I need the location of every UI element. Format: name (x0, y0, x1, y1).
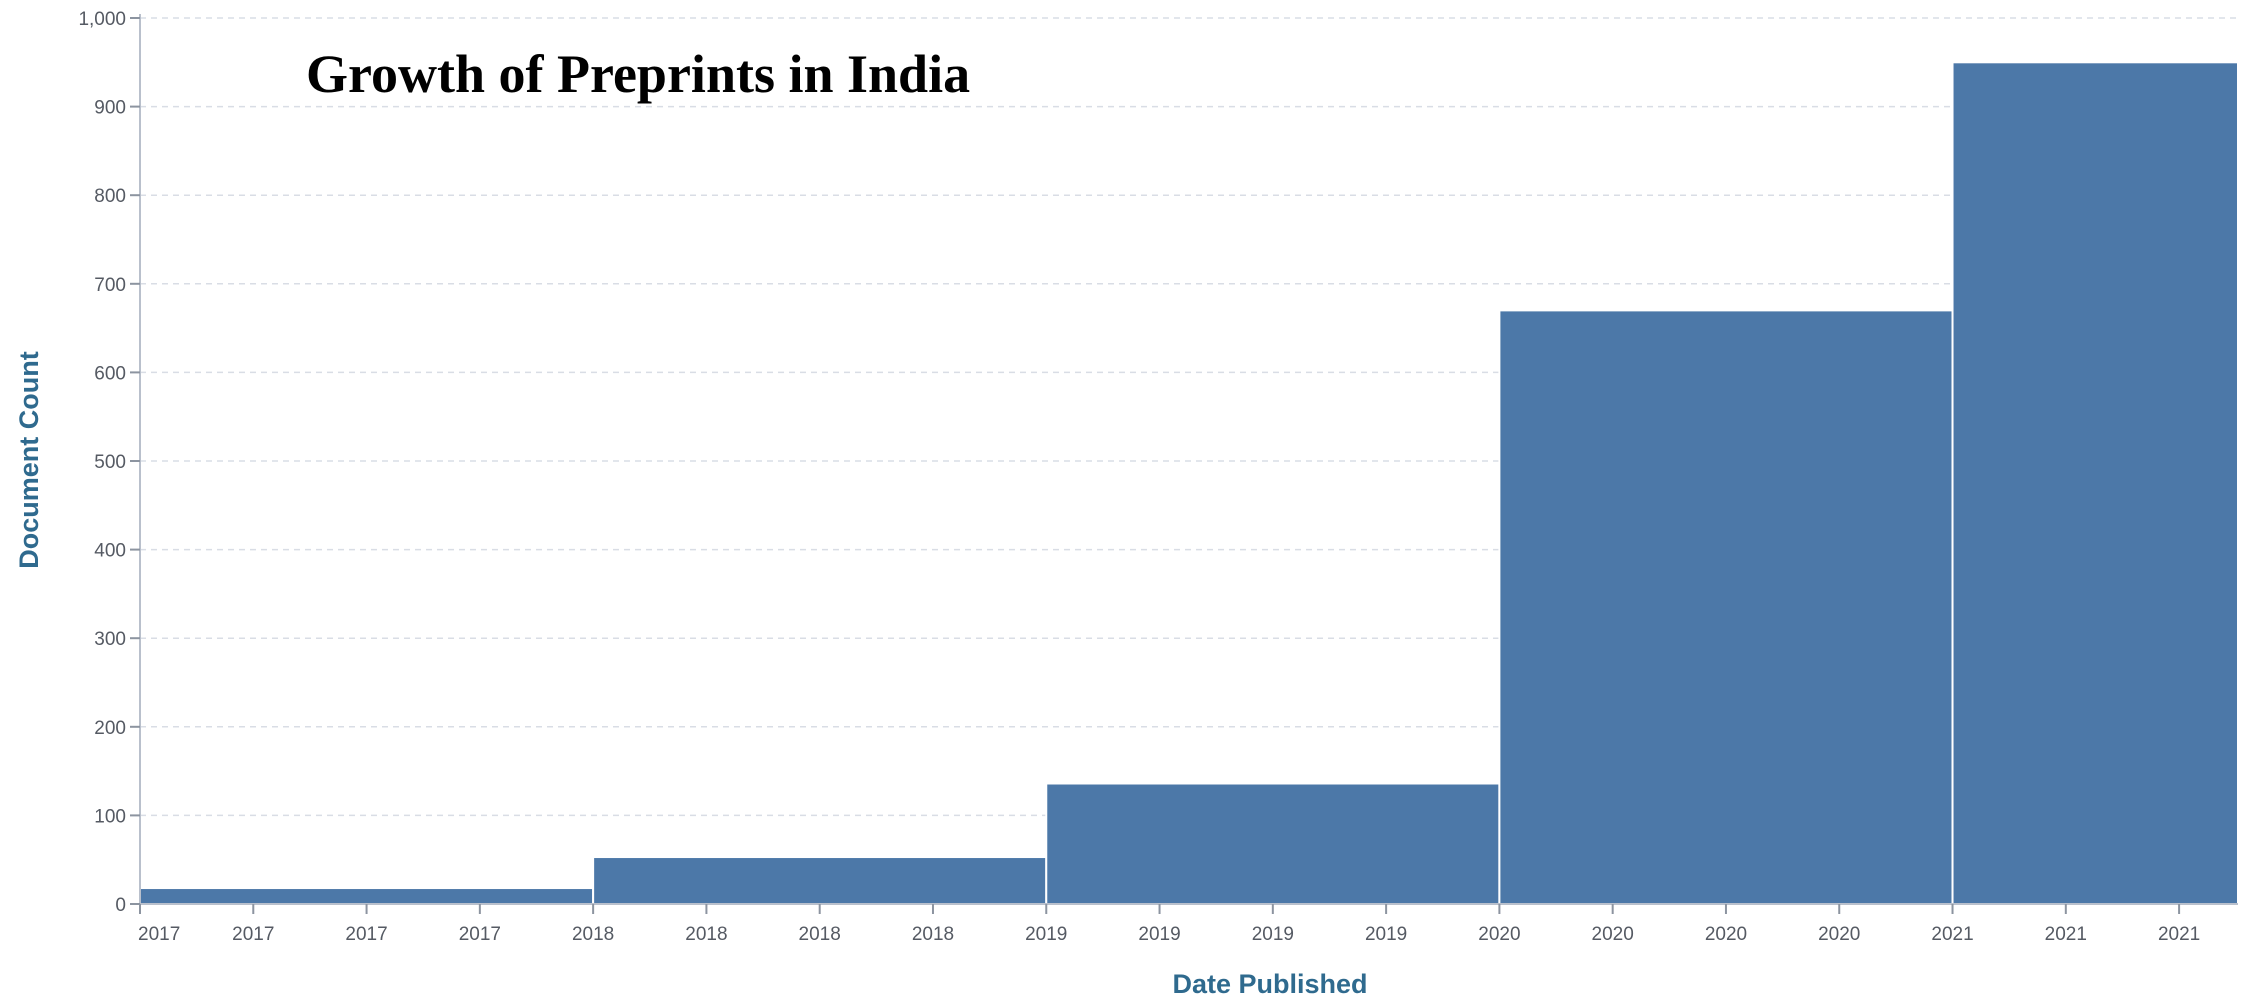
x-tick-label: 2018 (572, 924, 614, 945)
bar-2018 (592, 856, 1048, 905)
x-axis-ticks: 2017 2017 2017 2017 2018 2018 2018 2018 2019 2019… (138, 904, 2200, 945)
x-axis-title: Date Published (1172, 969, 1367, 999)
bar-2017 (139, 887, 595, 906)
x-tick-label: 2018 (685, 924, 727, 945)
x-tick-label: 2021 (2158, 924, 2200, 945)
x-tick-label: 2017 (138, 924, 180, 945)
x-tick-label: 2019 (1365, 924, 1407, 945)
y-tick-label: 100 (94, 806, 126, 827)
x-tick-label: 2019 (1025, 924, 1067, 945)
y-tick-label: 1,000 (78, 9, 126, 30)
x-tick-label: 2020 (1818, 924, 1860, 945)
x-tick-label: 2017 (345, 924, 387, 945)
y-axis-ticks: 0 100 200 300 400 500 600 700 800 900 1,000 (78, 9, 140, 916)
x-tick-label: 2021 (2045, 924, 2087, 945)
y-tick-label: 300 (94, 629, 126, 650)
y-tick-label: 600 (94, 363, 126, 384)
x-tick-label: 2018 (912, 924, 954, 945)
y-tick-label: 900 (94, 98, 126, 119)
x-tick-label: 2020 (1705, 924, 1747, 945)
x-tick-label: 2017 (232, 924, 274, 945)
y-tick-label: 400 (94, 541, 126, 562)
y-tick-label: 500 (94, 452, 126, 473)
y-tick-label: 0 (115, 895, 126, 916)
x-tick-label: 2019 (1252, 924, 1294, 945)
chart-title: Growth of Preprints in India (306, 44, 970, 104)
x-tick-label: 2020 (1592, 924, 1634, 945)
y-tick-label: 200 (94, 718, 126, 739)
y-axis-title: Document Count (14, 351, 44, 568)
y-tick-label: 700 (94, 275, 126, 296)
x-tick-label: 2021 (1931, 924, 1973, 945)
x-tick-label: 2017 (459, 924, 501, 945)
bar-2019 (1045, 782, 1501, 906)
y-tick-label: 800 (94, 186, 126, 207)
x-tick-label: 2019 (1138, 924, 1180, 945)
bars (139, 61, 2239, 906)
bar-2021 (1951, 61, 2239, 906)
bar-2020 (1498, 309, 1954, 905)
x-tick-label: 2018 (799, 924, 841, 945)
axes (139, 14, 2238, 905)
x-tick-label: 2020 (1478, 924, 1520, 945)
